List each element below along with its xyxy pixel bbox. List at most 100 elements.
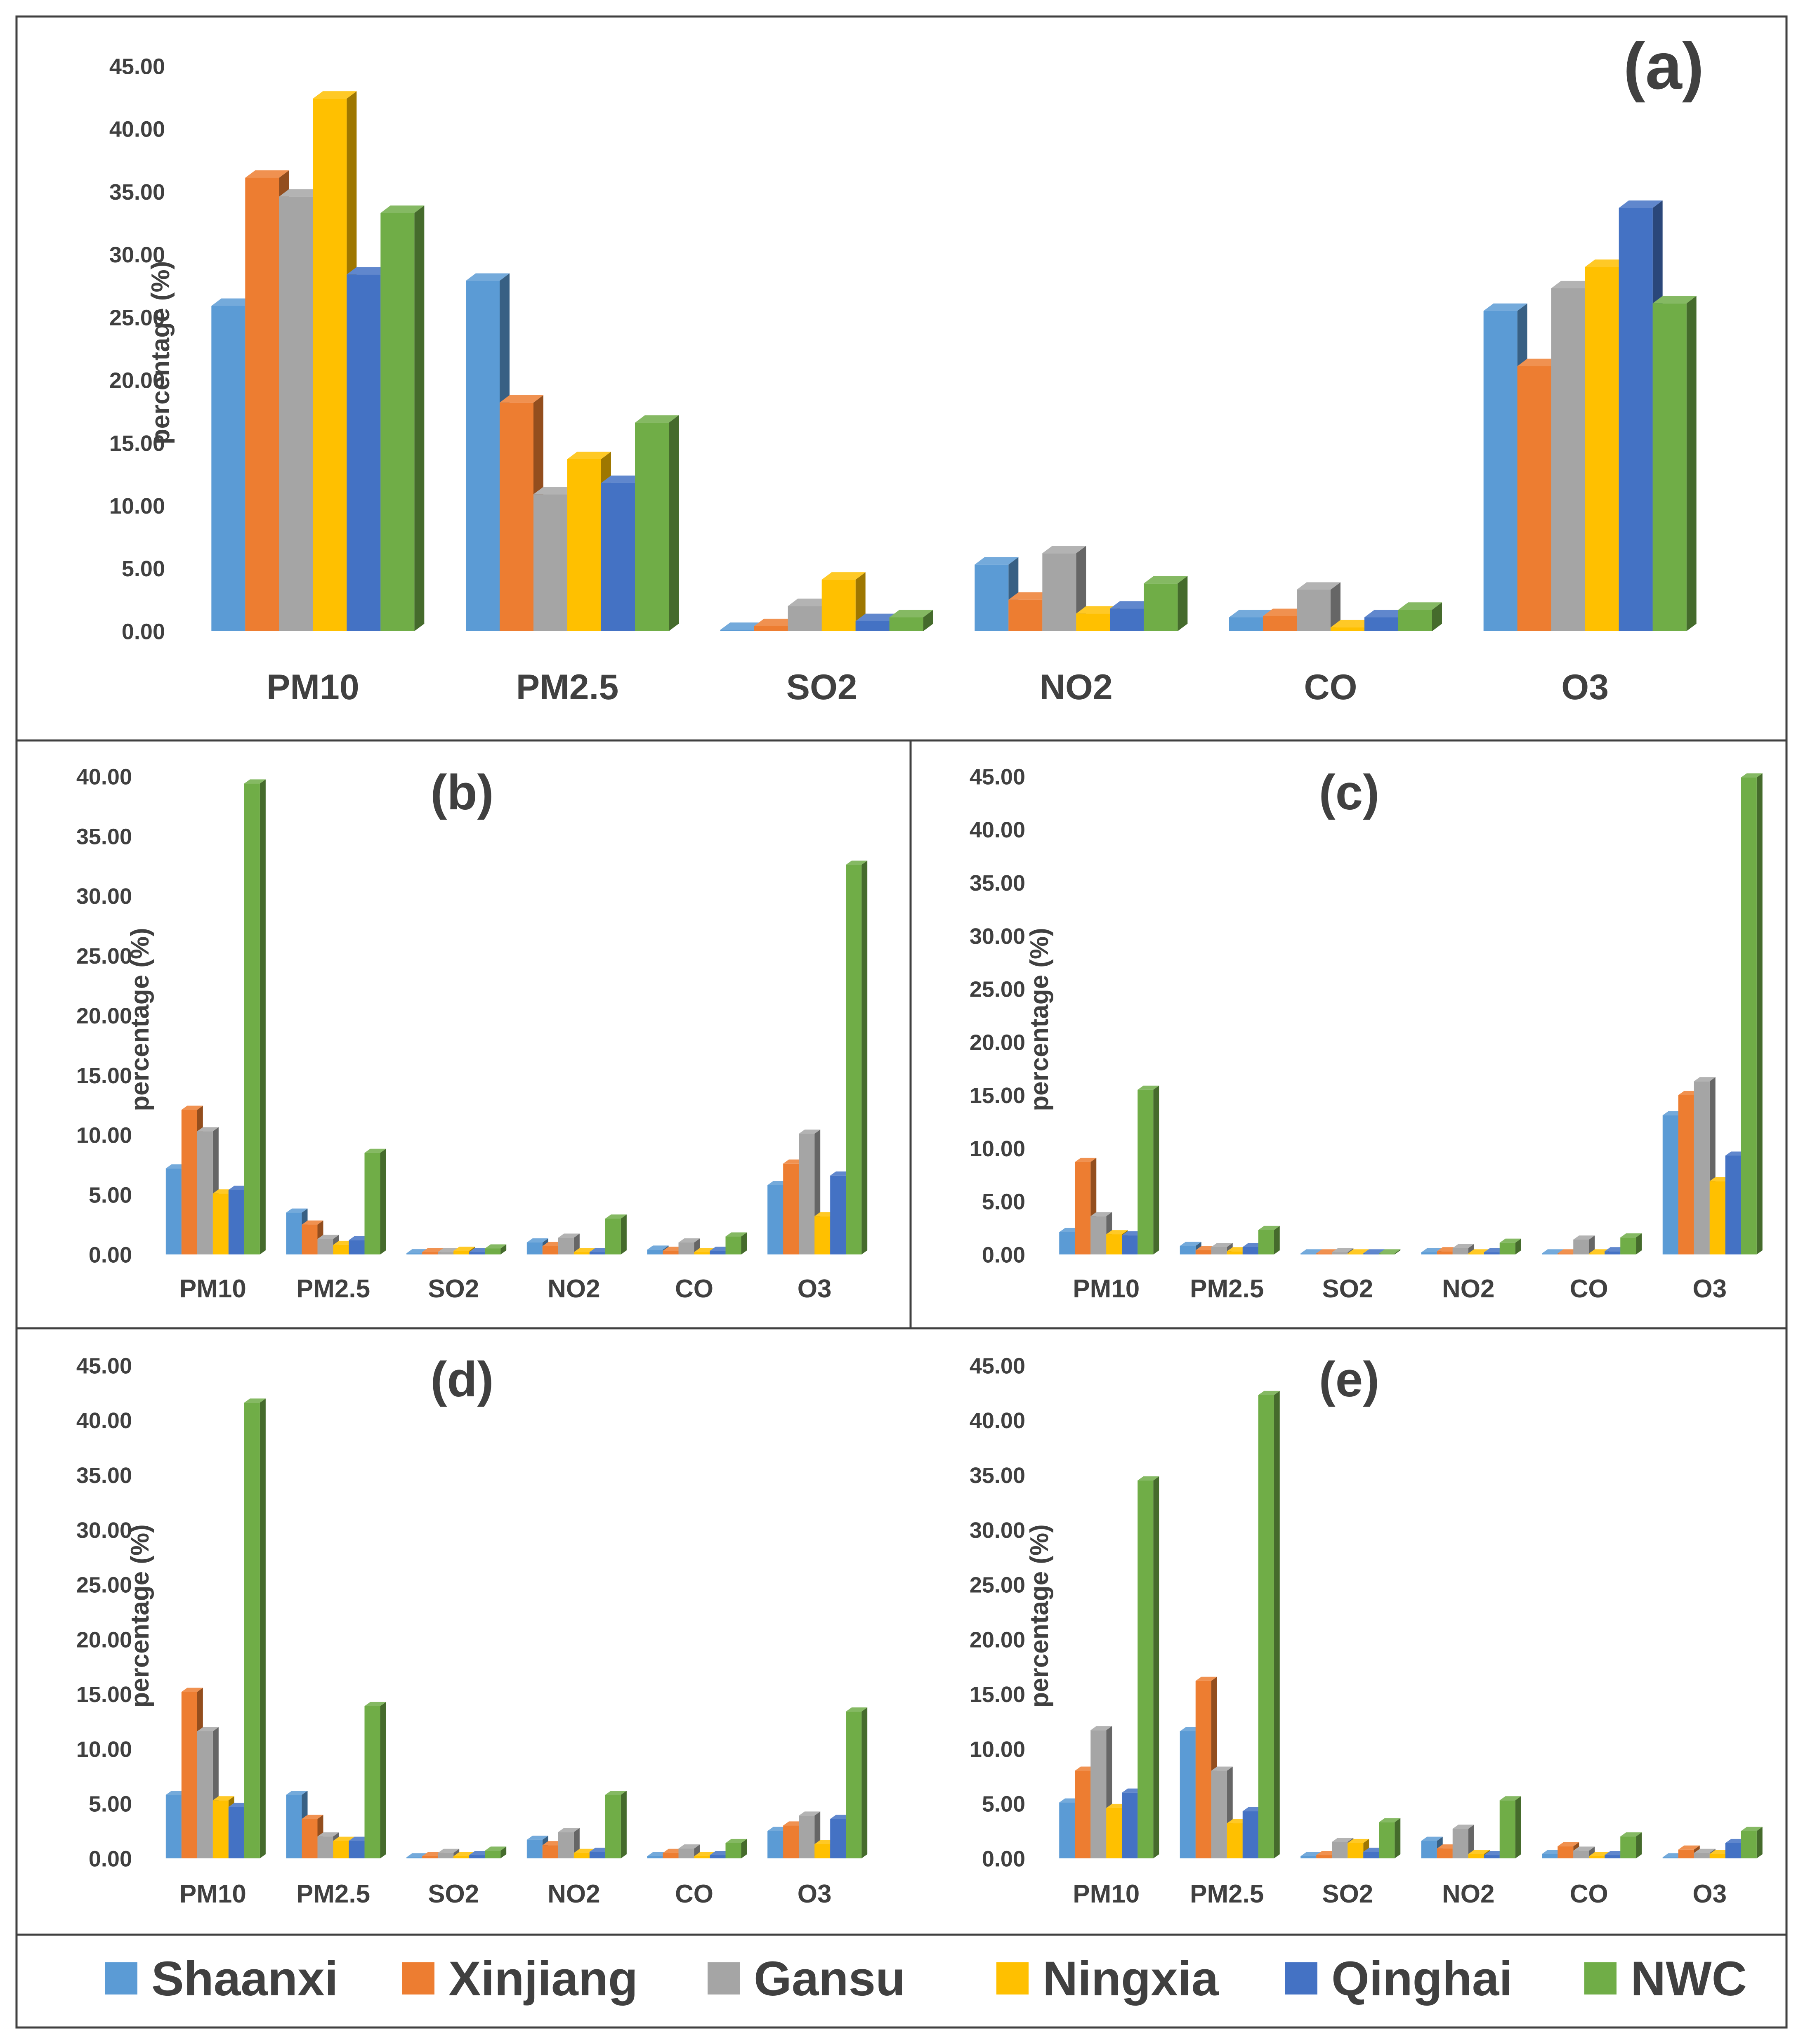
bar <box>605 1790 627 1858</box>
y-tick-label: 30.00 <box>76 1518 132 1543</box>
bar <box>1297 582 1340 631</box>
bar-side <box>1178 576 1188 631</box>
legend-label: Shaanxi <box>151 1952 338 2006</box>
bar-front <box>1122 1792 1138 1858</box>
y-tick-label: 45.00 <box>970 764 1025 789</box>
bar-side <box>380 1148 386 1254</box>
bar-top <box>1008 592 1053 600</box>
category-label: NO2 <box>1442 1880 1494 1908</box>
y-tick-label: 25.00 <box>76 1573 132 1598</box>
bar-top <box>788 599 832 606</box>
bar-top <box>526 1835 548 1840</box>
legend-label: NWC <box>1631 1952 1747 2006</box>
y-tick-label: 25.00 <box>109 305 165 330</box>
bar-top <box>605 1790 627 1795</box>
bar-front <box>1709 1181 1725 1254</box>
bar <box>1620 1832 1642 1858</box>
bar <box>1075 1158 1097 1254</box>
bar-front <box>286 1794 302 1858</box>
bar-front <box>1499 1242 1515 1254</box>
bar-front <box>438 1853 454 1858</box>
bar-top <box>526 1238 548 1243</box>
bar-front <box>1316 1855 1332 1858</box>
bar <box>244 1398 266 1858</box>
bar-front <box>1662 1857 1678 1858</box>
bar-front <box>1483 311 1517 631</box>
bar-side <box>1468 1825 1474 1858</box>
bar-front <box>1110 608 1144 631</box>
bar <box>678 1844 700 1858</box>
bar <box>558 1828 580 1858</box>
bar-front <box>364 1153 380 1254</box>
bar-side <box>1153 1476 1159 1858</box>
bar-front <box>1379 1822 1395 1858</box>
legend-item: Shaanxi <box>105 1952 338 2006</box>
bar <box>1694 1077 1716 1254</box>
category-label: CO <box>675 1275 713 1303</box>
category-label: PM10 <box>267 667 359 707</box>
y-tick-label: 20.00 <box>970 1030 1025 1055</box>
bar-side <box>1756 773 1763 1254</box>
bar-front <box>1075 1771 1091 1858</box>
bar <box>364 1148 386 1254</box>
bar-front <box>1227 1823 1243 1858</box>
bar-side <box>414 205 425 632</box>
legend-label: Ningxia <box>1043 1952 1219 2006</box>
bar <box>605 1214 627 1254</box>
bar-front <box>1297 589 1331 631</box>
bar-front <box>1332 1842 1348 1858</box>
bar-top <box>1620 1233 1642 1238</box>
bar-side <box>1686 296 1697 631</box>
bar <box>1499 1238 1521 1254</box>
bar-top <box>567 451 611 459</box>
bar <box>1144 576 1188 631</box>
bar-front <box>1076 613 1110 631</box>
bar-front <box>1106 1234 1122 1254</box>
bar-side <box>1395 1249 1401 1254</box>
bar-top <box>558 1828 580 1832</box>
bar-front <box>1499 1800 1515 1858</box>
legend-swatch <box>1584 1962 1617 1994</box>
category-label: PM2.5 <box>296 1275 370 1303</box>
bar-side <box>621 1790 627 1858</box>
bar-front <box>1316 1253 1332 1254</box>
bar-front <box>333 1841 349 1858</box>
category-label: CO <box>1570 1275 1608 1303</box>
bar-front <box>347 274 381 631</box>
bar <box>1573 1846 1595 1858</box>
category-label: SO2 <box>1322 1880 1373 1908</box>
y-tick-label: 10.00 <box>76 1123 132 1148</box>
bar-front <box>725 1236 741 1254</box>
bar-front <box>1195 1250 1211 1254</box>
bar-front <box>212 1193 229 1254</box>
bar-front <box>526 1242 543 1254</box>
y-tick-label: 35.00 <box>76 1463 132 1488</box>
bar-top <box>1558 1842 1579 1846</box>
legend-swatch <box>1285 1962 1317 1994</box>
bar-top <box>1348 1839 1369 1843</box>
bar-side <box>1756 1827 1763 1858</box>
y-tick-label: 25.00 <box>970 1573 1025 1598</box>
bar-top <box>286 1790 308 1795</box>
y-tick-label: 0.00 <box>982 1846 1025 1871</box>
bar-side <box>1515 1238 1521 1254</box>
bar-side <box>500 1846 507 1858</box>
bar-top <box>720 622 764 630</box>
bar-top <box>1332 1248 1354 1252</box>
bar <box>558 1233 580 1254</box>
bar-front <box>754 626 788 631</box>
bar-front <box>1332 1252 1348 1254</box>
bar-top <box>573 1248 595 1252</box>
bar <box>1258 1226 1280 1254</box>
bar-top <box>313 91 357 99</box>
bar-top <box>181 1106 203 1110</box>
y-tick-label: 10.00 <box>109 494 165 519</box>
category-label: NO2 <box>1040 667 1113 707</box>
bar-front <box>380 213 415 631</box>
panel-label: (c) <box>1319 765 1380 820</box>
bar-top <box>1075 1158 1097 1162</box>
bar-top <box>1090 1726 1112 1730</box>
y-tick-label: 20.00 <box>76 1627 132 1652</box>
category-label: O3 <box>1561 667 1609 707</box>
bar-top <box>1332 1838 1354 1842</box>
